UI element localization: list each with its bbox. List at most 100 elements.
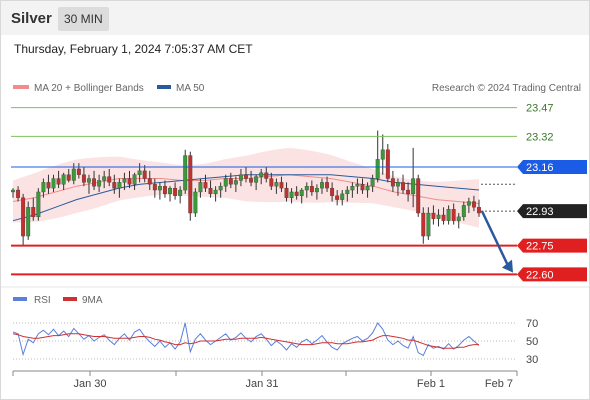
candle [61, 174, 66, 185]
candle [102, 176, 107, 181]
candle [46, 182, 51, 189]
candle [228, 178, 233, 185]
candle [345, 189, 350, 195]
candle [147, 178, 152, 185]
candle [51, 178, 56, 189]
x-tick-label: Feb 7 [485, 378, 513, 390]
candle [208, 187, 213, 195]
candle [218, 186, 223, 191]
candle [254, 176, 259, 183]
candle [320, 182, 324, 189]
candle [325, 182, 329, 189]
candle [466, 201, 471, 206]
candle [431, 212, 436, 219]
rsi-ma-legend-label: 9MA [82, 295, 103, 306]
candle [294, 191, 299, 196]
candle [31, 207, 36, 218]
candle [188, 155, 193, 214]
bollinger-band [13, 148, 479, 228]
candle [107, 176, 112, 183]
support-tag [517, 267, 587, 282]
rsi-ma-line [12, 333, 479, 349]
candle [198, 182, 203, 193]
candle [81, 174, 86, 183]
candle [314, 187, 319, 193]
candle [471, 201, 476, 208]
candle [406, 189, 411, 195]
candle [350, 186, 355, 191]
candle [375, 159, 380, 179]
candle [269, 178, 274, 187]
candle [401, 182, 405, 191]
pivot-tag [517, 160, 587, 175]
candle [223, 178, 228, 187]
candle [340, 193, 345, 200]
candle [132, 174, 137, 185]
rsi-tick-label: 30 [526, 354, 538, 366]
candle [279, 182, 284, 189]
rsi-legend-swatch [13, 297, 27, 301]
pivot-label: 23.16 [526, 162, 554, 174]
ma50-legend-swatch [157, 85, 171, 89]
candle [249, 178, 254, 183]
current-price-tag [517, 204, 587, 219]
header-bar: Silver 30 MIN [1, 1, 589, 35]
candle [157, 186, 162, 191]
candle [26, 207, 31, 237]
resistance-label: 23.47 [526, 103, 554, 115]
candle [233, 180, 238, 185]
candle [76, 168, 81, 175]
candle [335, 195, 340, 200]
candle [127, 178, 132, 185]
support-label: 22.60 [526, 269, 554, 281]
candle [264, 172, 269, 179]
candle [142, 170, 147, 179]
candle [11, 189, 15, 193]
candle [87, 178, 91, 183]
candle [385, 149, 390, 179]
candle [41, 182, 46, 193]
candle [456, 216, 461, 221]
candle [137, 170, 142, 175]
candle [274, 182, 279, 187]
candle [56, 178, 61, 185]
candle [97, 180, 102, 187]
candle [370, 178, 375, 187]
rsi-tick-label: 70 [526, 318, 538, 330]
candle [71, 168, 76, 181]
support-label: 22.75 [526, 241, 554, 253]
candle [355, 184, 360, 187]
candle [183, 155, 188, 191]
candle [441, 214, 446, 221]
candle [309, 186, 314, 193]
candle [203, 182, 208, 189]
timeframe-badge[interactable]: 30 MIN [58, 7, 109, 31]
x-tick-label: Jan 30 [73, 378, 106, 390]
candle [289, 191, 294, 198]
x-tick-label: Feb 1 [417, 378, 445, 390]
candle [66, 174, 71, 181]
candle [390, 178, 395, 187]
ma50-legend-label: MA 50 [176, 83, 205, 94]
candle [411, 178, 416, 195]
candle [21, 197, 26, 237]
rsi-ma-legend-swatch [63, 297, 77, 301]
candle [193, 191, 198, 214]
candle [451, 209, 456, 221]
current-price-label: 22.93 [526, 206, 554, 218]
bollinger-legend-swatch [13, 85, 29, 89]
x-tick-label: Jan 31 [245, 378, 278, 390]
candle [238, 174, 243, 181]
rsi-line [12, 322, 480, 357]
candle [92, 178, 96, 187]
candle [259, 172, 264, 177]
candle [446, 209, 451, 221]
candle [360, 184, 365, 191]
candle [112, 182, 117, 189]
support-tag [517, 238, 587, 253]
candle [178, 189, 183, 196]
timestamp: Thursday, February 1, 2024 7:05:37 AM CE… [14, 42, 253, 56]
rsi-legend-label: RSI [34, 295, 51, 306]
